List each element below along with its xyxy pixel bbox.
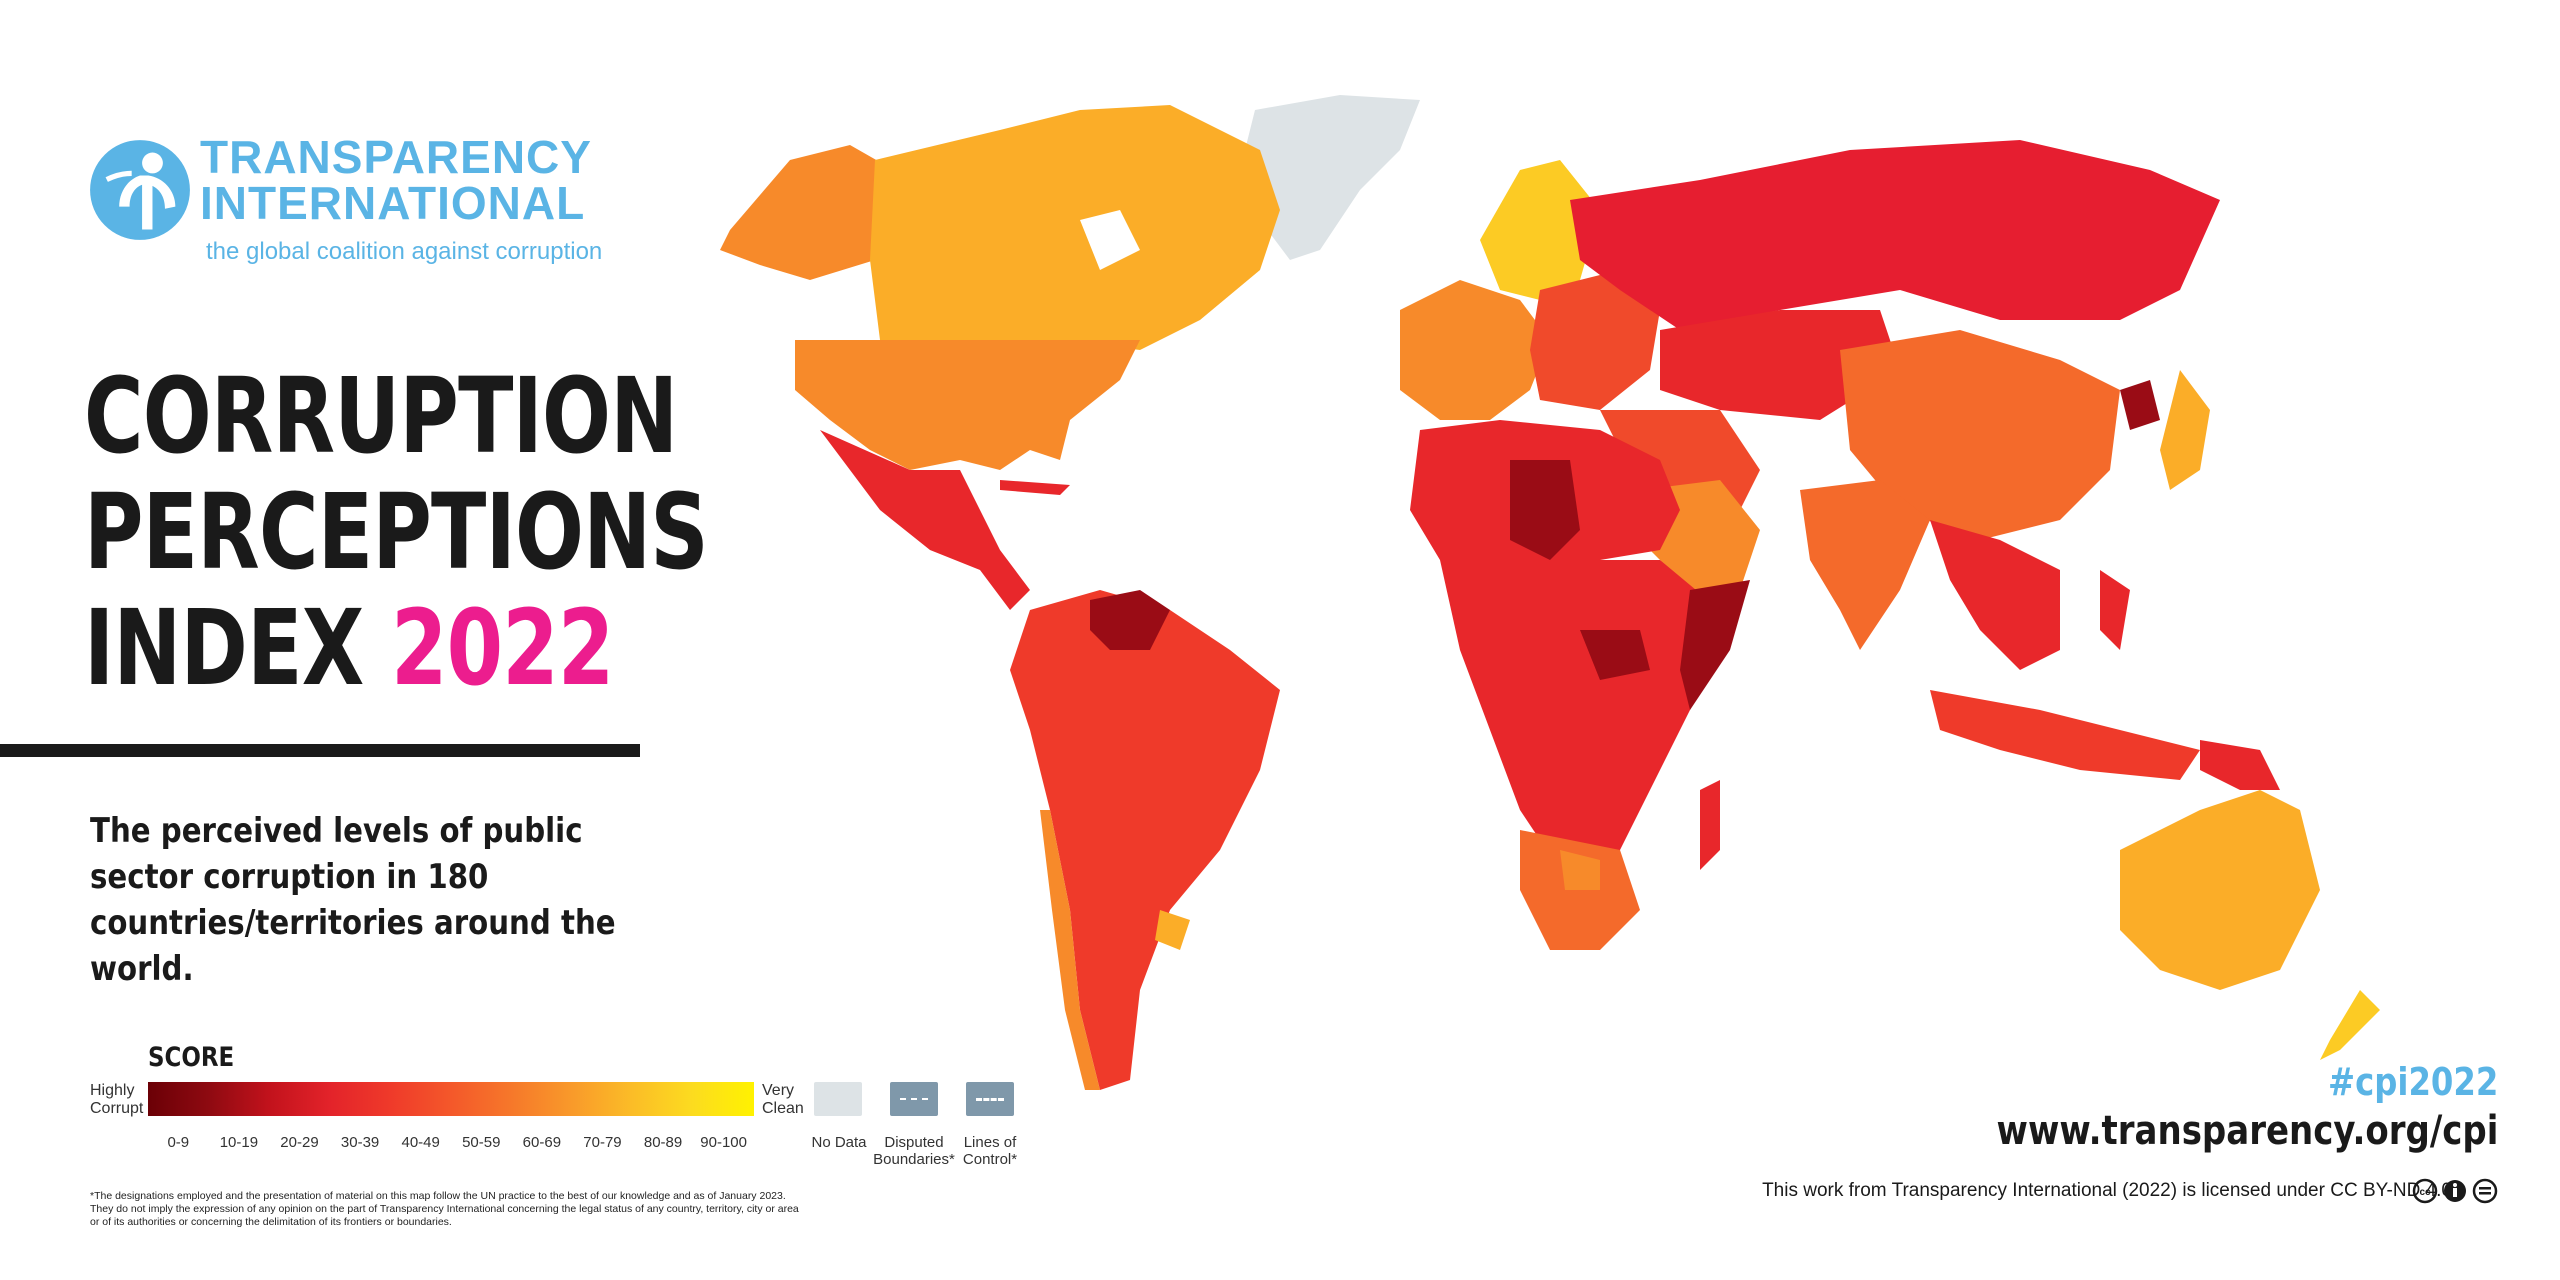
title-line2: PERCEPTIONS — [84, 471, 709, 593]
score-legend: SCORE Highly Corrupt Very Clean 0-9 10-1… — [88, 1040, 1048, 1190]
title-year: 2022 — [390, 587, 614, 709]
website-url[interactable]: www.transparency.org/cpi — [1996, 1108, 2498, 1154]
map-region-alaska — [720, 145, 885, 280]
map-region-philippines — [2100, 570, 2130, 650]
bin-label: 70-79 — [583, 1134, 622, 1151]
map-region-papua-new-guinea — [2200, 740, 2280, 790]
title-index-word: INDEX — [84, 587, 364, 709]
map-region-central-asia — [1660, 310, 1900, 420]
disclaimer-footnote: *The designations employed and the prese… — [90, 1190, 799, 1228]
legend-low-label: Highly Corrupt — [90, 1082, 144, 1117]
cc-license-icons: cc — [2412, 1178, 2498, 1204]
bin-label: 90-100 — [700, 1134, 747, 1151]
logo-name-line1: TRANSPARENCY — [200, 131, 592, 183]
map-region-eastern-europe — [1530, 270, 1660, 410]
map-region-madagascar — [1700, 780, 1720, 870]
map-region-somalia — [1680, 580, 1750, 710]
world-map — [720, 95, 2380, 1090]
map-region-united-states — [795, 340, 1140, 470]
title-line3: INDEX 2022 — [84, 590, 708, 706]
title-divider — [0, 744, 640, 757]
no-derivatives-icon — [2472, 1178, 2498, 1204]
logo-tagline: the global coalition against corruption — [206, 238, 603, 265]
map-lake — [1080, 210, 1140, 270]
score-bin-labels: 0-9 10-19 20-29 30-39 40-49 50-59 60-69 … — [148, 1134, 754, 1151]
lines-of-control-swatch — [966, 1082, 1014, 1116]
map-region-north-korea — [2120, 380, 2160, 430]
map-region-western-europe — [1400, 280, 1550, 420]
map-region-south-sudan — [1580, 630, 1650, 680]
bin-label: 60-69 — [522, 1134, 562, 1151]
map-region-canada — [870, 105, 1280, 350]
bin-label: 50-59 — [462, 1134, 501, 1151]
no-data-label: No Data — [811, 1134, 867, 1151]
title-line1: CORRUPTION — [84, 355, 678, 477]
cc-icon: cc — [2412, 1178, 2438, 1204]
description-text: The perceived levels of public sector co… — [90, 811, 616, 989]
ti-emblem-icon — [90, 140, 190, 240]
lines-of-control-label: Lines of Control* — [962, 1134, 1018, 1168]
map-region-chile — [1040, 810, 1100, 1090]
map-region-botswana — [1560, 850, 1600, 890]
map-region-india — [1800, 480, 1930, 650]
map-region-uruguay — [1155, 910, 1190, 950]
map-region-southeast-asia — [1930, 520, 2060, 670]
map-region-central-africa — [1440, 560, 1720, 870]
logo-name-line2: INTERNATIONAL — [200, 177, 586, 229]
bin-label: 0-9 — [167, 1134, 190, 1151]
hashtag: #cpi2022 — [2327, 1060, 2498, 1104]
disputed-boundaries-swatch — [890, 1082, 938, 1116]
bin-label: 20-29 — [280, 1134, 319, 1151]
legend-high-label: Very Clean — [762, 1082, 804, 1117]
map-region-japan — [2160, 370, 2210, 490]
map-region-mexico-central-america — [820, 430, 1030, 610]
disputed-boundaries-label: Disputed Boundaries* — [873, 1134, 955, 1168]
map-region-south-america — [1010, 590, 1280, 1090]
map-region-russia — [1570, 140, 2220, 330]
score-color-scale — [148, 1082, 754, 1116]
bin-label: 80-89 — [643, 1134, 683, 1151]
map-region-greenland — [1240, 95, 1420, 260]
bin-label: 10-19 — [219, 1134, 259, 1151]
no-data-swatch — [814, 1082, 862, 1116]
map-region-venezuela — [1090, 590, 1170, 650]
map-region-libya — [1510, 460, 1580, 560]
map-region-australia — [2120, 790, 2320, 990]
bin-label: 40-49 — [401, 1134, 440, 1151]
by-attribution-icon — [2444, 1180, 2466, 1202]
logo-wordmark: TRANSPARENCY INTERNATIONAL — [200, 134, 592, 226]
svg-text:cc: cc — [2419, 1187, 2431, 1198]
map-region-cuba — [1000, 480, 1070, 495]
map-region-new-zealand — [2320, 990, 2380, 1060]
license-text: This work from Transparency Internationa… — [1762, 1180, 2452, 1201]
bin-label: 30-39 — [340, 1134, 380, 1151]
page-title: CORRUPTION PERCEPTIONS INDEX 2022 — [84, 355, 709, 706]
map-region-scandinavia — [1480, 160, 1600, 300]
legend-title: SCORE — [148, 1042, 235, 1073]
transparency-international-logo: TRANSPARENCY INTERNATIONAL the global co… — [88, 134, 648, 278]
map-region-china — [1840, 330, 2120, 540]
map-region-indonesia — [1930, 690, 2200, 780]
